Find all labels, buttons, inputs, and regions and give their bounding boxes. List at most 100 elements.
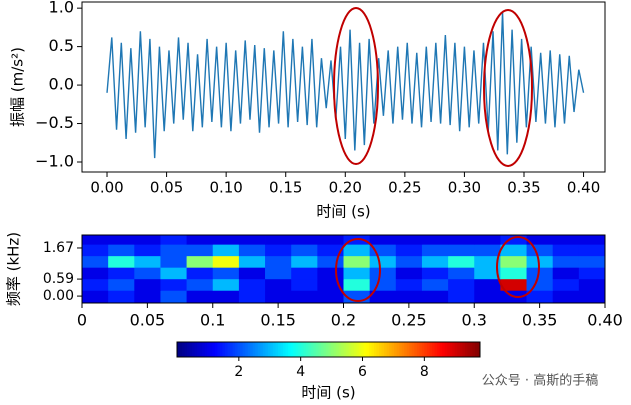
heatmap-cell (421, 290, 449, 304)
heatmap-cell (265, 278, 292, 291)
colorbar-segment (247, 342, 251, 357)
x-tick-label: 0.05 (130, 311, 166, 330)
heatmap-cell (186, 290, 214, 304)
heatmap-cell (186, 244, 214, 257)
heatmap-cell (265, 244, 292, 257)
colorbar-segment (189, 342, 193, 357)
colorbar-segment (298, 342, 302, 357)
heatmap-cell (448, 290, 475, 304)
colorbar-segment (469, 342, 473, 357)
colorbar-segment (462, 342, 466, 357)
colorbar-segment (207, 342, 211, 357)
heatmap-cell (552, 267, 580, 280)
heatmap-cell (395, 235, 423, 245)
colorbar-segment (333, 342, 337, 357)
colorbar-segment (416, 342, 420, 357)
colorbar-segment (240, 342, 244, 357)
colorbar-segment (432, 342, 436, 357)
colorbar-segment (313, 342, 317, 357)
heatmap-cell (291, 235, 318, 245)
highlight-ellipse (496, 236, 540, 298)
colorbar-segment (371, 342, 375, 357)
colorbar-segment (257, 342, 261, 357)
colorbar-segment (192, 342, 196, 357)
colorbar-segment (391, 342, 395, 357)
colorbar-segment (272, 342, 276, 357)
heatmap-cell (343, 278, 371, 291)
colorbar-segment (199, 342, 203, 357)
heatmap-cell (134, 235, 161, 245)
heatmap-cell (160, 278, 187, 291)
colorbar-segment (230, 342, 234, 357)
heatmap-cell (186, 278, 214, 291)
colorbar-segment (373, 342, 377, 357)
colorbar-segment (363, 342, 367, 357)
x-tick-label: 0.20 (329, 179, 362, 197)
colorbar-tick-label: 6 (358, 364, 367, 380)
colorbar-segment (255, 342, 259, 357)
heatmap-cell (186, 235, 214, 245)
colorbar-segment (474, 342, 478, 357)
colorbar-segment (283, 342, 287, 357)
heatmap-cell (526, 278, 554, 291)
heatmap-cell (474, 255, 501, 268)
heatmap-cell (578, 255, 606, 268)
heatmap-cell (134, 255, 161, 268)
heatmap-cell (238, 255, 266, 268)
colorbar-frame (176, 341, 481, 358)
heatmap-cell (369, 278, 397, 291)
heatmap-cell (134, 278, 161, 291)
heatmap-cell (238, 244, 266, 257)
heatmap-cell (238, 235, 266, 245)
plot-frame (81, 234, 606, 304)
colorbar-segment (389, 342, 393, 357)
colorbar-segment (235, 342, 239, 357)
colorbar-segment (437, 342, 441, 357)
colorbar-segment (224, 342, 228, 357)
x-tick-label: 0.2 (331, 311, 356, 330)
heatmap-cell (343, 255, 371, 268)
colorbar-segment (338, 342, 342, 357)
x-tick-label: 0.00 (90, 179, 123, 197)
heatmap-cell (395, 255, 423, 268)
colorbar-segment (457, 342, 461, 357)
heatmap-cell (82, 244, 109, 257)
heatmap-cell (448, 255, 475, 268)
heatmap-cell (265, 255, 292, 268)
x-tick-label: 0.10 (209, 179, 242, 197)
y-tick-label: −1.0 (35, 152, 74, 171)
colorbar-segment (434, 342, 438, 357)
colorbar-segment (353, 342, 357, 357)
colorbar-segment (459, 342, 463, 357)
colorbar-tick-label: 8 (420, 364, 429, 380)
colorbar-segment (245, 342, 249, 357)
heatmap-cell (108, 267, 135, 280)
heatmap-cell (82, 290, 109, 304)
highlight-ellipse (335, 238, 381, 302)
colorbar-segment (318, 342, 322, 357)
colorbar-segment (381, 342, 385, 357)
colorbar-segment (179, 342, 183, 357)
y-tick-label: 0.0 (49, 75, 74, 94)
colorbar-segment (346, 342, 350, 357)
colorbar-segment (477, 342, 481, 357)
heatmap-cell (108, 278, 135, 291)
colorbar-segment (237, 342, 241, 357)
colorbar-segment (288, 342, 292, 357)
heatmap-cell (448, 244, 475, 257)
heatmap-cell (317, 278, 344, 291)
heatmap-cell (108, 290, 135, 304)
colorbar-segment (361, 342, 365, 357)
heatmap-cell (160, 244, 187, 257)
colorbar-label: 时间 (s) (301, 384, 355, 402)
x-tick-label: 0 (77, 311, 87, 330)
colorbar-segment (295, 342, 299, 357)
heatmap-cell (474, 278, 501, 291)
colorbar-segment (222, 342, 226, 357)
colorbar-segment (278, 342, 282, 357)
heatmap-cell (134, 267, 161, 280)
heatmap-cell (291, 278, 318, 291)
colorbar-segment (194, 342, 198, 357)
heatmap-cell (421, 267, 449, 280)
